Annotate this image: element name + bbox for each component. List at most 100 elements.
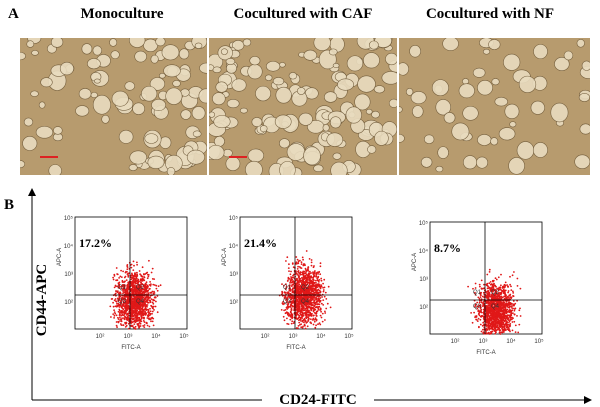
event (133, 287, 135, 289)
panel-label: B (4, 197, 14, 213)
event (140, 323, 142, 325)
event (520, 315, 522, 317)
event (500, 326, 502, 328)
colony (227, 99, 239, 108)
event (305, 269, 307, 271)
event (288, 315, 290, 317)
event (500, 319, 502, 321)
axis-label: APC-A (57, 248, 63, 266)
quadrant-label: Q3 (473, 304, 482, 310)
event (310, 298, 312, 300)
event (316, 307, 318, 309)
event (486, 318, 488, 320)
colony (27, 41, 34, 48)
event (149, 297, 151, 299)
event (488, 302, 490, 304)
event (126, 287, 128, 289)
y-tick-label: 10⁵ (64, 215, 74, 222)
colony (93, 95, 110, 114)
event (138, 320, 140, 322)
event (298, 322, 300, 324)
event (315, 276, 317, 278)
event (495, 323, 497, 325)
event (120, 310, 122, 312)
colony (363, 53, 379, 69)
event (128, 284, 130, 286)
colony (243, 39, 251, 46)
event (314, 286, 316, 288)
event (119, 276, 121, 278)
event (290, 306, 292, 308)
event (470, 312, 472, 314)
event (508, 295, 510, 297)
event (142, 292, 144, 294)
event (308, 318, 310, 320)
colony (324, 92, 337, 103)
event (483, 301, 485, 303)
event (297, 306, 299, 308)
event (324, 312, 326, 314)
event (301, 296, 303, 298)
event (514, 310, 516, 312)
axis-label: APC-A (222, 248, 228, 266)
event (497, 300, 499, 302)
event (315, 280, 317, 282)
event (133, 320, 135, 322)
event (131, 267, 133, 269)
event (131, 291, 133, 293)
colony (148, 156, 164, 169)
event (498, 316, 500, 318)
colony (76, 106, 89, 117)
event (131, 325, 133, 327)
event (115, 290, 117, 292)
event (306, 276, 308, 278)
event (319, 290, 321, 292)
event (139, 314, 141, 316)
colony (443, 37, 459, 51)
event (323, 291, 325, 293)
event (127, 264, 129, 266)
event (132, 298, 134, 300)
event (128, 317, 130, 319)
event (125, 317, 127, 319)
event (134, 328, 136, 330)
event (311, 265, 313, 267)
colony (452, 123, 469, 140)
event (298, 310, 300, 312)
event (301, 312, 303, 314)
event (289, 319, 291, 321)
colony (531, 101, 545, 114)
event (503, 323, 505, 325)
event (288, 267, 290, 269)
colony (82, 44, 92, 55)
event (513, 321, 515, 323)
colony (369, 41, 378, 49)
event (303, 296, 305, 298)
colony (579, 93, 590, 101)
event (112, 277, 114, 279)
colony (151, 99, 165, 110)
event (304, 263, 306, 265)
event (320, 309, 322, 311)
event (305, 322, 307, 324)
event (141, 308, 143, 310)
colony (303, 147, 320, 165)
event (505, 312, 507, 314)
event (480, 296, 482, 298)
event (128, 286, 130, 288)
event (142, 312, 144, 314)
event (128, 315, 130, 317)
micrograph (15, 33, 213, 177)
event (144, 309, 146, 311)
event (127, 303, 129, 305)
colony (250, 56, 260, 65)
event (501, 328, 503, 330)
event (514, 303, 516, 305)
event (136, 310, 138, 312)
event (313, 302, 315, 304)
colony (533, 44, 547, 58)
event (158, 285, 160, 287)
colony (192, 106, 205, 119)
colony (245, 161, 262, 178)
event (127, 273, 129, 275)
